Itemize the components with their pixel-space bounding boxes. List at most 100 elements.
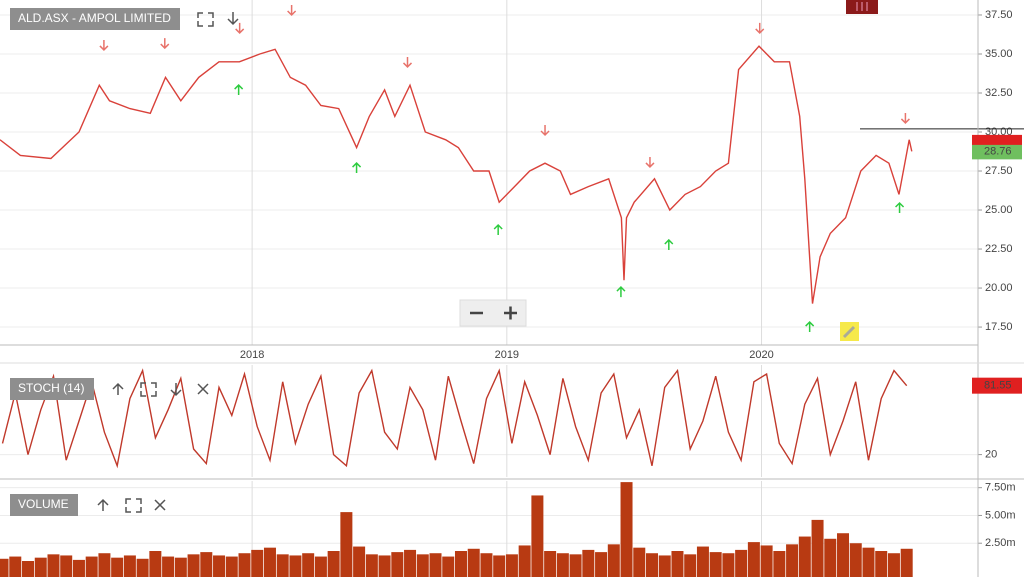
volume-bar bbox=[442, 556, 455, 577]
volume-bar bbox=[849, 543, 862, 577]
volume-bar bbox=[340, 512, 353, 577]
volume-bar bbox=[200, 552, 213, 577]
sell-signal bbox=[540, 124, 550, 137]
volume-bar bbox=[34, 557, 47, 577]
y-tick-label: 27.50 bbox=[985, 165, 1013, 177]
x-tick-label: 2018 bbox=[240, 349, 264, 361]
volume-bar bbox=[735, 549, 748, 577]
volume-bar bbox=[505, 554, 518, 577]
volume-bar bbox=[9, 556, 22, 577]
volume-bar bbox=[327, 551, 340, 577]
volume-bar bbox=[213, 555, 226, 577]
panel-icons[interactable] bbox=[112, 382, 209, 397]
volume-bar bbox=[98, 553, 111, 577]
volume-bar bbox=[760, 545, 773, 577]
volume-bar bbox=[798, 536, 811, 577]
volume-bar bbox=[658, 555, 671, 577]
buy-signal bbox=[664, 238, 674, 250]
volume-bar bbox=[595, 552, 608, 577]
buy-signal bbox=[895, 201, 905, 213]
pencil-icon bbox=[842, 325, 856, 339]
volume-bar bbox=[378, 555, 391, 577]
volume-bar bbox=[900, 548, 913, 577]
volume-bar bbox=[544, 551, 557, 577]
volume-bar bbox=[72, 559, 85, 577]
volume-bar bbox=[251, 549, 264, 577]
volume-bar bbox=[60, 555, 73, 577]
sell-signal bbox=[900, 112, 910, 125]
volume-bar bbox=[123, 555, 136, 577]
price-badge bbox=[972, 143, 1022, 160]
buy-signal bbox=[352, 161, 362, 174]
menu-icon bbox=[856, 2, 868, 11]
y-tick-label: 37.50 bbox=[985, 9, 1013, 21]
last-price-label: 28.76 bbox=[984, 145, 1012, 157]
volume-bar bbox=[85, 556, 98, 577]
y-tick-label: 32.50 bbox=[985, 87, 1013, 99]
volume-bar bbox=[136, 558, 149, 577]
volume-bar bbox=[671, 551, 684, 577]
sell-signal bbox=[287, 4, 297, 17]
series-line bbox=[0, 45, 913, 304]
sell-signal bbox=[235, 22, 245, 34]
volume-bar bbox=[0, 558, 9, 577]
zoom-icons bbox=[470, 306, 517, 320]
volume-bar bbox=[620, 482, 633, 577]
x-tick-label: 2019 bbox=[495, 349, 519, 361]
volume-bar bbox=[556, 553, 569, 577]
volume-bar bbox=[569, 554, 582, 577]
volume-bar bbox=[225, 556, 238, 577]
y-tick-label: 22.50 bbox=[985, 243, 1013, 255]
panel-icons[interactable] bbox=[197, 12, 239, 27]
volume-bar bbox=[722, 553, 735, 577]
volume-bar bbox=[607, 544, 620, 577]
volume-bar bbox=[238, 553, 251, 577]
volume-bar bbox=[837, 533, 850, 577]
title-box bbox=[10, 8, 180, 30]
panel-icons[interactable] bbox=[97, 498, 166, 513]
axis-badges: 28.76 81.55 bbox=[972, 134, 1022, 394]
buy-signal bbox=[493, 223, 503, 235]
sell-signal bbox=[645, 156, 655, 169]
volume-bar bbox=[365, 554, 378, 577]
volume-bar bbox=[314, 556, 327, 577]
y-tick-label: 35.00 bbox=[985, 48, 1013, 60]
level-badge bbox=[972, 134, 1022, 145]
panel-title: STOCH (14) bbox=[18, 381, 84, 395]
y-tick-label: 25.00 bbox=[985, 204, 1013, 216]
y-tick-label: 20 bbox=[985, 449, 997, 461]
volume-bar bbox=[633, 547, 646, 577]
volume-bar bbox=[174, 557, 187, 577]
sell-signal bbox=[99, 39, 109, 51]
volume-bar bbox=[47, 554, 60, 577]
volume-bar bbox=[429, 553, 442, 577]
volume-bar bbox=[480, 553, 493, 577]
volume-bar bbox=[391, 552, 404, 577]
title-box bbox=[10, 378, 94, 400]
volume-bar bbox=[22, 561, 35, 577]
volume-bar bbox=[404, 549, 417, 577]
volume-bar bbox=[276, 554, 289, 577]
volume-bar bbox=[353, 546, 366, 577]
volume-bar bbox=[493, 555, 506, 577]
volume-bar bbox=[263, 547, 276, 577]
volume-bar bbox=[811, 519, 824, 577]
volume-bar bbox=[862, 547, 875, 577]
sell-signal bbox=[160, 38, 170, 50]
volume-bar bbox=[454, 551, 467, 577]
volume-bar bbox=[289, 555, 302, 577]
panel-title: VOLUME bbox=[18, 497, 69, 511]
volume-bar bbox=[696, 546, 709, 577]
volume-bar bbox=[467, 548, 480, 577]
volume-bar bbox=[111, 557, 124, 577]
volume-bar bbox=[531, 495, 544, 577]
buy-signal bbox=[805, 320, 815, 333]
buy-signal bbox=[234, 83, 244, 96]
chart-title: ALD.ASX - AMPOL LIMITED bbox=[18, 11, 171, 25]
volume-bar bbox=[149, 551, 162, 577]
volume-bar bbox=[824, 538, 837, 577]
sell-signal bbox=[402, 56, 413, 69]
